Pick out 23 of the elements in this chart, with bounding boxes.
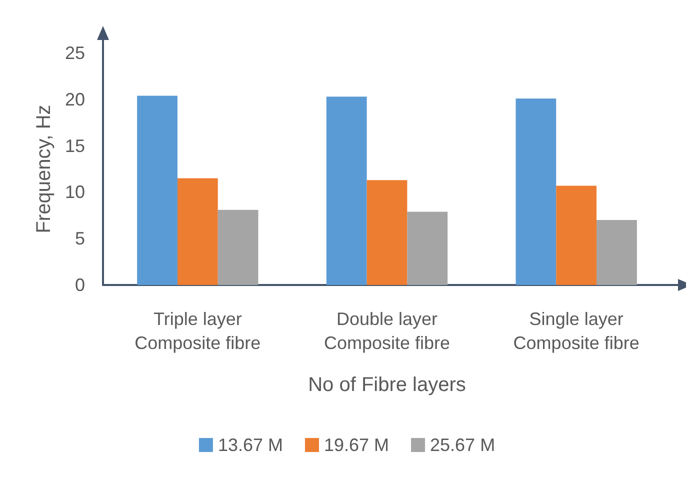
bar xyxy=(556,186,597,285)
bar xyxy=(516,98,556,285)
y-tick-label: 20 xyxy=(64,89,85,110)
y-tick-label: 5 xyxy=(74,228,85,249)
y-tick-label: 10 xyxy=(64,182,85,202)
legend-label: 19.67 M xyxy=(324,435,390,455)
legend-label: 25.67 M xyxy=(430,435,496,455)
bar xyxy=(407,212,448,285)
bar xyxy=(366,180,408,285)
x-tick-label: Triple layer Composite fibre xyxy=(134,309,261,353)
bar xyxy=(177,178,218,285)
x-axis-title: No of Fibre layers xyxy=(308,374,466,396)
bar xyxy=(596,220,637,285)
y-tick-label: 0 xyxy=(74,275,85,295)
x-tick-label: Double layer Composite fibre xyxy=(324,309,450,353)
bar xyxy=(326,96,367,285)
y-axis-title: Frequency, Hz xyxy=(33,104,56,234)
y-tick-label: 25 xyxy=(64,43,85,63)
bar xyxy=(218,210,258,285)
y-tick-label: 15 xyxy=(64,136,85,156)
x-tick-label: Single layer Composite fibre xyxy=(513,309,640,353)
legend-label: 13.67 M xyxy=(218,435,283,455)
bar xyxy=(137,96,178,285)
